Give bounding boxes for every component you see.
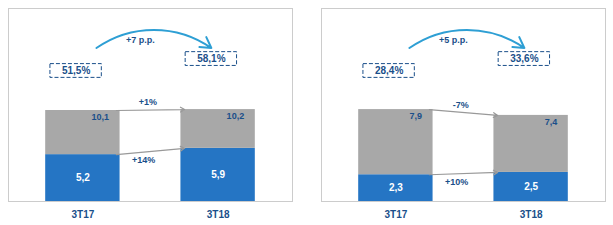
svg-text:28,4%: 28,4% bbox=[375, 65, 403, 76]
svg-text:2,3: 2,3 bbox=[389, 182, 403, 193]
svg-text:+5 p.p.: +5 p.p. bbox=[439, 35, 468, 45]
svg-text:-7%: -7% bbox=[453, 100, 469, 110]
svg-text:58,1%: 58,1% bbox=[197, 53, 225, 64]
svg-text:5,9: 5,9 bbox=[211, 169, 225, 180]
svg-text:+7 p.p.: +7 p.p. bbox=[126, 35, 155, 45]
svg-text:10,2: 10,2 bbox=[227, 111, 245, 121]
svg-text:3T18: 3T18 bbox=[520, 209, 543, 220]
svg-text:10,1: 10,1 bbox=[91, 112, 109, 122]
svg-text:+14%: +14% bbox=[132, 155, 155, 165]
svg-text:7,4: 7,4 bbox=[545, 117, 558, 127]
svg-text:+1%: +1% bbox=[139, 97, 157, 107]
svg-text:51,5%: 51,5% bbox=[62, 65, 90, 76]
svg-text:3T18: 3T18 bbox=[207, 209, 230, 220]
svg-text:3T17: 3T17 bbox=[71, 209, 94, 220]
svg-text:7,9: 7,9 bbox=[409, 111, 422, 121]
svg-text:+10%: +10% bbox=[445, 177, 468, 187]
svg-text:5,2: 5,2 bbox=[76, 172, 90, 183]
svg-text:2,5: 2,5 bbox=[524, 181, 538, 192]
svg-text:33,6%: 33,6% bbox=[510, 53, 538, 64]
svg-text:3T17: 3T17 bbox=[384, 209, 407, 220]
